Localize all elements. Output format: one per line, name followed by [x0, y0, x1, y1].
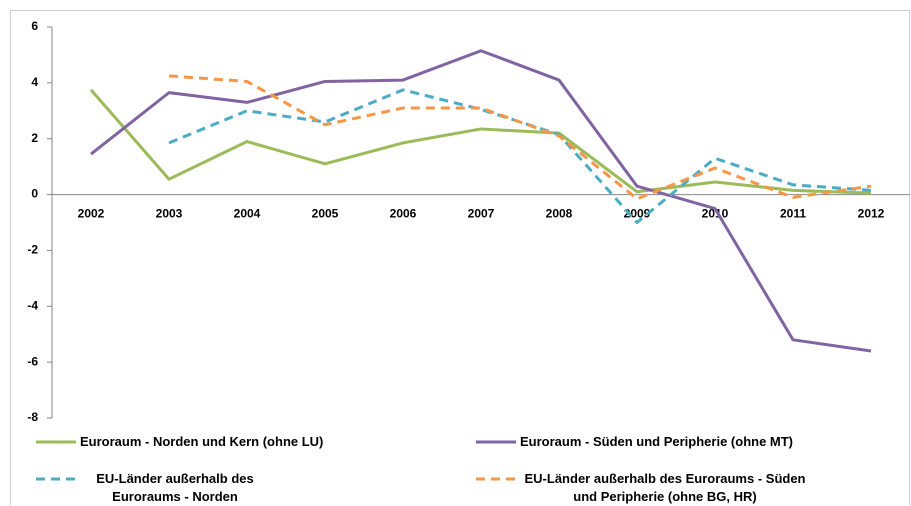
y-tick-label: -6	[27, 354, 38, 368]
legend-swatch	[36, 477, 76, 481]
legend-label: Euroraum - Norden und Kern (ohne LU)	[80, 434, 324, 449]
legend-entry: Euroraum - Süden und Peripherie (ohne MT…	[476, 433, 896, 451]
x-tick-label: 2003	[156, 207, 183, 221]
x-tick-label: 2008	[546, 207, 573, 221]
x-tick-label: 2011	[780, 207, 806, 221]
x-tick-label: 2005	[312, 207, 339, 221]
y-tick-label: 4	[31, 75, 38, 89]
series-line	[168, 88, 872, 224]
legend-swatch	[476, 440, 516, 444]
series-line	[168, 74, 872, 201]
series-line	[89, 88, 872, 195]
legend-label: EU-Länder außerhalb des Euroraums - Süde…	[524, 471, 806, 504]
chart-frame	[10, 10, 910, 505]
legend-entry: EU-Länder außerhalb des Euroraums - Süde…	[476, 470, 816, 506]
y-tick-label: 0	[31, 187, 38, 201]
legend-swatch	[476, 477, 516, 481]
x-tick-label: 2006	[390, 207, 417, 221]
x-tick-label: 2012	[858, 207, 885, 221]
y-tick-label: -8	[27, 410, 38, 424]
legend-label: Euroraum - Süden und Peripherie (ohne MT…	[520, 434, 794, 449]
series-line	[90, 49, 872, 353]
legend-label: EU-Länder außerhalb des Euroraums - Nord…	[96, 471, 254, 504]
x-tick-label: 2004	[234, 207, 261, 221]
x-tick-label: 2007	[468, 207, 495, 221]
y-tick-label: -4	[27, 298, 38, 312]
legend-swatch	[36, 440, 76, 444]
legend-entry: EU-Länder außerhalb des Euroraums - Nord…	[36, 470, 276, 506]
y-tick-label: -2	[27, 243, 38, 257]
y-tick-label: 6	[31, 19, 38, 33]
y-tick-label: 2	[31, 131, 38, 145]
x-tick-label: 2002	[78, 207, 105, 221]
legend-entry: Euroraum - Norden und Kern (ohne LU)	[36, 433, 416, 451]
x-tick-label: 2009	[624, 207, 651, 221]
